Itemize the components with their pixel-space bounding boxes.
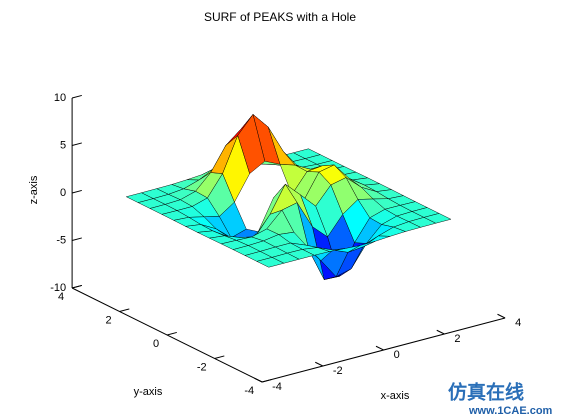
x-tick-label: 4 bbox=[515, 317, 521, 329]
x-tick-label: 2 bbox=[454, 333, 460, 345]
y-tick bbox=[166, 331, 177, 336]
z-axis-label: z-axis bbox=[28, 175, 40, 204]
z-tick-label: 5 bbox=[60, 139, 66, 151]
y-tick-label: -4 bbox=[244, 385, 254, 397]
y-tick bbox=[261, 378, 272, 383]
x-tick bbox=[315, 361, 324, 367]
axes: -10 -5 0 5 10 -4 -2 0 2 4 -4 -2 0 2 4 bbox=[50, 92, 521, 397]
x-tick bbox=[436, 329, 445, 335]
z-tick-label: 0 bbox=[60, 187, 66, 199]
x-tick-label: 0 bbox=[394, 349, 400, 361]
z-tick-label: -10 bbox=[50, 282, 66, 294]
y-tick-label: 2 bbox=[105, 314, 111, 326]
x-tick-label: -4 bbox=[272, 381, 282, 393]
y-tick bbox=[71, 284, 82, 289]
watermark-url: www.1CAE.com bbox=[468, 405, 553, 417]
surface bbox=[125, 114, 452, 280]
y-tick-label: 0 bbox=[153, 338, 159, 350]
z-tick bbox=[71, 142, 82, 146]
z-tick bbox=[71, 189, 82, 194]
x-tick bbox=[254, 377, 263, 383]
x-tick bbox=[497, 313, 506, 319]
watermark-title: 仿真在线 bbox=[448, 381, 524, 404]
z-tick bbox=[71, 94, 82, 99]
surface-patch bbox=[256, 257, 285, 268]
x-tick-label: -2 bbox=[333, 365, 343, 377]
x-tick bbox=[375, 345, 384, 351]
y-tick-label: -2 bbox=[197, 361, 207, 373]
surface-patch bbox=[237, 114, 266, 174]
y-axis-label: y-axis bbox=[134, 386, 163, 398]
y-tick bbox=[214, 355, 225, 359]
z-tick-label: -5 bbox=[56, 234, 66, 246]
z-tick-label: 10 bbox=[54, 92, 66, 104]
y-tick-label: 4 bbox=[58, 291, 64, 303]
x-axis-label: x-axis bbox=[381, 390, 410, 402]
chart-title: SURF of PEAKS with a Hole bbox=[204, 10, 356, 24]
z-tick bbox=[71, 237, 82, 241]
y-tick bbox=[119, 308, 130, 312]
